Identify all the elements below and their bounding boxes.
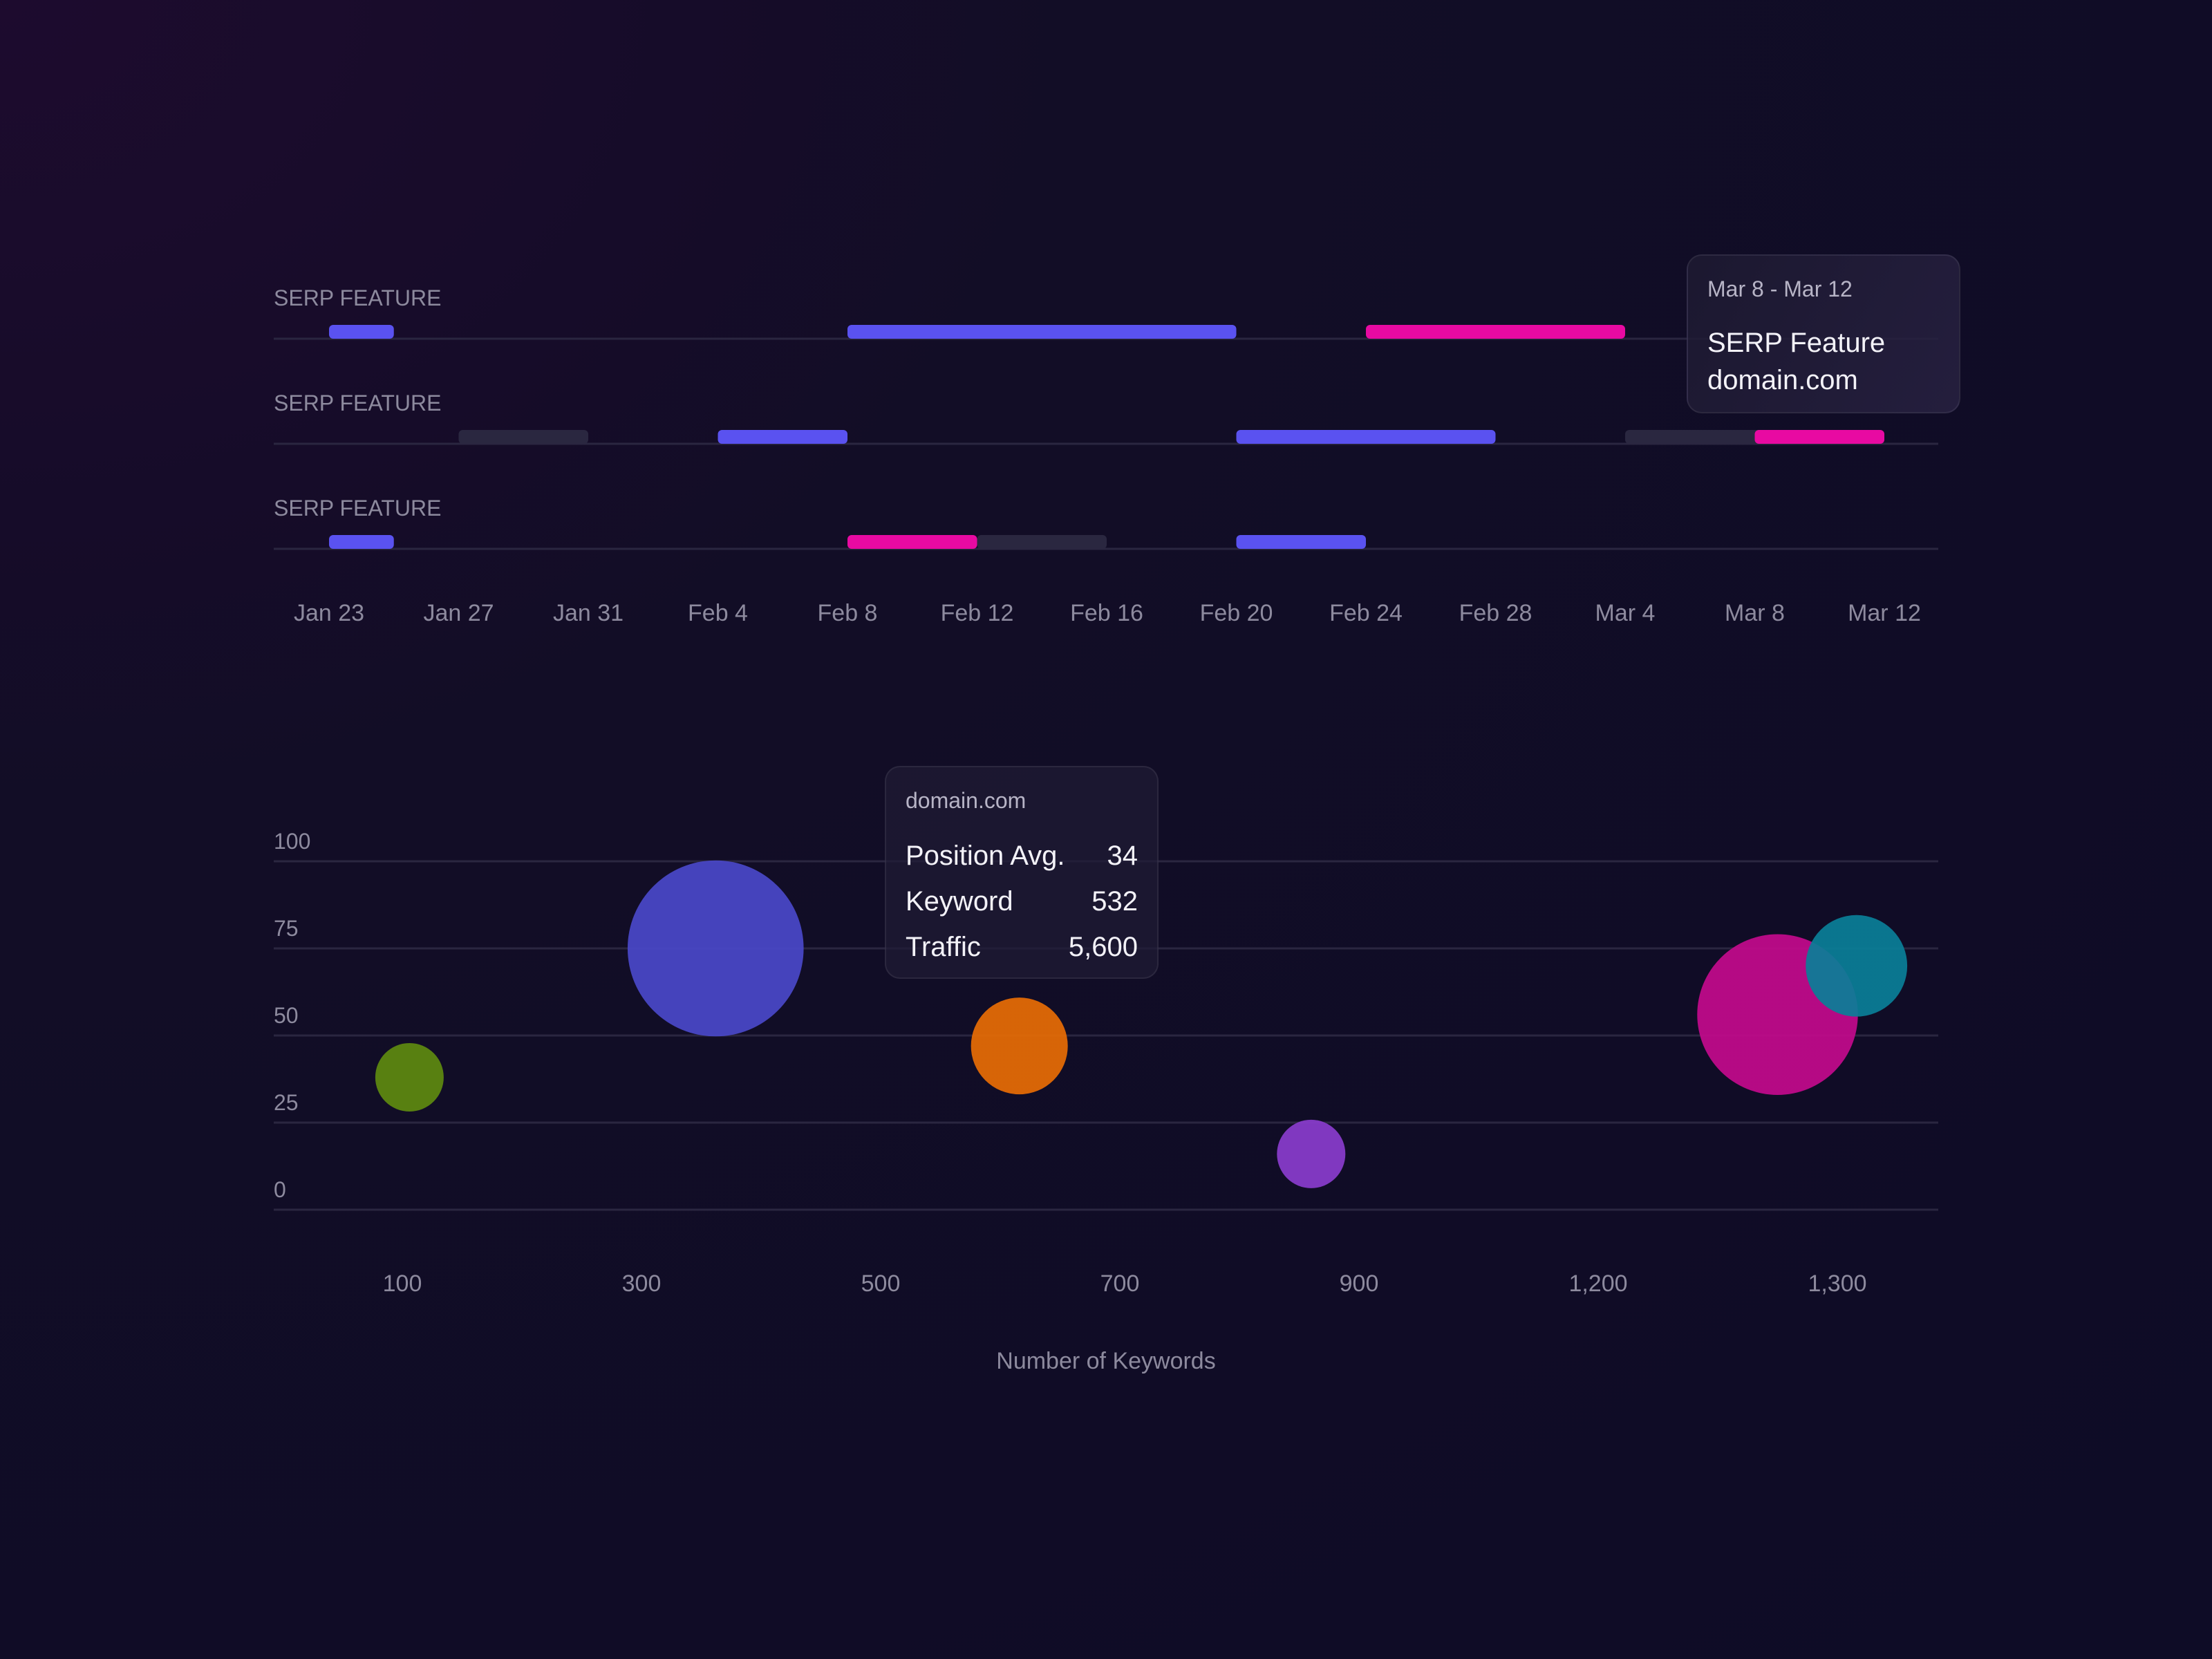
tooltip-label: Traffic	[906, 932, 981, 962]
tooltip-value: 532	[1091, 886, 1138, 917]
timeline-segment[interactable]	[977, 535, 1107, 549]
timeline-x-tick: Mar 4	[1595, 600, 1656, 626]
bubble-point[interactable]	[1806, 915, 1908, 1017]
x-tick-label: 700	[1100, 1271, 1140, 1297]
y-tick-label: 50	[274, 1003, 299, 1028]
timeline-segment[interactable]	[329, 535, 394, 549]
x-tick-label: 300	[622, 1271, 662, 1297]
timeline-x-tick: Feb 8	[818, 600, 878, 626]
tooltip-feature: SERP Feature	[1707, 328, 1886, 358]
timeline-chart: SERP FEATURE SERP FEATURE SERP FEATURE Jan …	[274, 285, 1938, 626]
x-tick-label: 1,200	[1568, 1271, 1627, 1297]
timeline-segment[interactable]	[847, 325, 1237, 339]
tooltip-value: 34	[1107, 841, 1138, 871]
timeline-x-tick: Jan 27	[423, 600, 494, 626]
timeline-segment[interactable]	[718, 430, 848, 444]
timeline-row-label: SERP FEATURE	[274, 391, 441, 415]
bubble-chart: 100 75 50 25 0 100 300 500 700 900 1,200 1,300 Numbe…	[274, 829, 1938, 1374]
tooltip-title: domain.com	[906, 788, 1027, 813]
x-tick-label: 100	[383, 1271, 422, 1297]
x-axis-label: Number of Keywords	[996, 1348, 1215, 1374]
y-tick-label: 25	[274, 1090, 299, 1115]
tooltip-label: Keyword	[906, 886, 1013, 917]
timeline-row-label: SERP FEATURE	[274, 285, 441, 310]
tooltip-domain: domain.com	[1707, 365, 1858, 395]
timeline-x-tick: Feb 24	[1329, 600, 1403, 626]
timeline-segment[interactable]	[329, 325, 394, 339]
bubble-point[interactable]	[1277, 1119, 1346, 1188]
timeline-segment[interactable]	[1366, 325, 1625, 339]
x-tick-label: 500	[861, 1271, 901, 1297]
timeline-x-tick: Feb 28	[1459, 600, 1533, 626]
timeline-x-tick: Feb 4	[688, 600, 748, 626]
bubble-point[interactable]	[627, 860, 804, 1037]
timeline-row-label: SERP FEATURE	[274, 496, 441, 521]
timeline-x-tick: Feb 20	[1200, 600, 1273, 626]
timeline-x-tick: Mar 12	[1848, 600, 1921, 626]
tooltip-label: Position Avg.	[906, 841, 1065, 871]
tooltip-value: 5,600	[1068, 932, 1138, 962]
timeline-x-tick: Mar 8	[1725, 600, 1785, 626]
timeline-segment[interactable]	[1236, 535, 1367, 549]
timeline-tooltip: Mar 8 - Mar 12 SERP Feature domain.com	[1687, 254, 1960, 413]
bubble-point[interactable]	[375, 1042, 444, 1112]
tooltip-row-position: Position Avg. 34	[906, 833, 1138, 879]
timeline-segment[interactable]	[1236, 430, 1496, 444]
tooltip-row-traffic: Traffic 5,600	[906, 924, 1138, 970]
timeline-x-tick: Feb 16	[1070, 600, 1143, 626]
bubble-tooltip: domain.com Position Avg. 34 Keyword 532 …	[885, 766, 1159, 979]
tooltip-row-keyword: Keyword 532	[906, 879, 1138, 924]
x-tick-label: 1,300	[1808, 1271, 1866, 1297]
y-tick-label: 75	[274, 916, 299, 941]
timeline-x-tick: Jan 23	[294, 600, 364, 626]
x-tick-label: 900	[1340, 1271, 1379, 1297]
timeline-x-tick: Feb 12	[941, 600, 1014, 626]
tooltip-date: Mar 8 - Mar 12	[1707, 276, 1853, 301]
bubble-point[interactable]	[971, 997, 1068, 1095]
y-tick-label: 100	[274, 829, 310, 854]
timeline-segment[interactable]	[847, 535, 977, 549]
timeline-x-tick: Jan 31	[553, 600, 624, 626]
timeline-segment[interactable]	[458, 430, 589, 444]
y-tick-label: 0	[274, 1177, 286, 1202]
timeline-segment[interactable]	[1754, 430, 1885, 444]
